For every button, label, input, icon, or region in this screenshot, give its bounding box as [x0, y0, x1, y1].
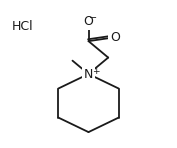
Text: +: +: [92, 67, 99, 76]
Text: O: O: [110, 31, 120, 44]
Text: O: O: [84, 15, 93, 28]
Text: −: −: [89, 13, 97, 23]
Text: N: N: [84, 67, 93, 81]
Text: HCl: HCl: [12, 20, 33, 33]
